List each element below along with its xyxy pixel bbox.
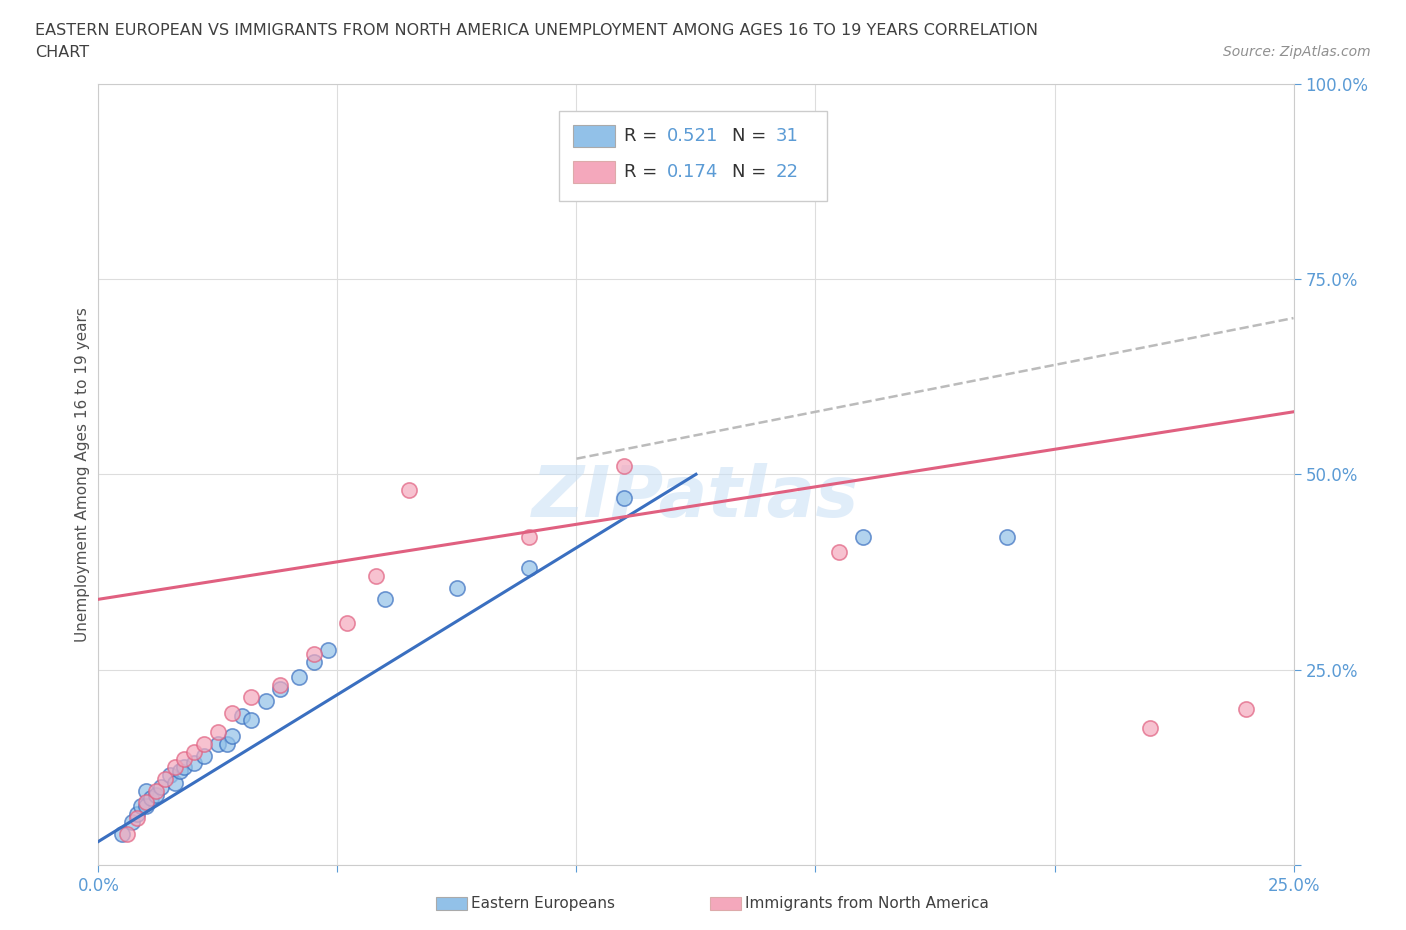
Text: Immigrants from North America: Immigrants from North America [745,896,988,910]
Point [145,787,167,802]
Point [374,591,396,606]
Point [111,826,134,841]
Y-axis label: Unemployment Among Ages 16 to 19 years: Unemployment Among Ages 16 to 19 years [75,307,90,642]
Text: ZIPatlas: ZIPatlas [533,463,859,532]
Point [852,529,875,544]
Point [125,811,148,826]
Point [139,791,162,806]
Point [316,643,339,658]
Point [995,529,1018,544]
Point [828,545,851,560]
Bar [558,111,827,201]
Point [269,682,291,697]
Point [221,728,243,743]
Point [364,568,387,583]
Point [231,709,253,724]
Point [121,815,143,830]
Bar [572,126,614,147]
Point [240,689,263,704]
Point [398,483,420,498]
Point [193,737,215,751]
Text: Source: ZipAtlas.com: Source: ZipAtlas.com [1223,45,1371,59]
Text: N =: N = [733,163,772,181]
Point [613,459,636,474]
Point [163,760,186,775]
Point [155,772,177,787]
Point [207,724,229,739]
Point [446,580,468,595]
Text: EASTERN EUROPEAN VS IMMIGRANTS FROM NORTH AMERICA UNEMPLOYMENT AMONG AGES 16 TO : EASTERN EUROPEAN VS IMMIGRANTS FROM NORT… [35,23,1038,38]
Point [613,490,636,505]
Text: R =: R = [624,163,664,181]
Point [149,779,172,794]
Point [1139,721,1161,736]
Text: CHART: CHART [35,45,89,60]
Point [159,767,181,782]
Point [302,646,325,661]
Point [183,744,205,759]
Point [173,760,195,775]
Point [131,799,153,814]
Point [135,783,157,798]
Point [193,748,215,763]
Point [163,776,186,790]
Point [145,783,167,798]
Point [207,737,229,751]
Point [169,764,191,778]
Text: N =: N = [733,127,772,145]
Point [135,795,157,810]
Point [288,670,311,684]
Point [173,752,195,767]
Point [517,529,540,544]
Point [125,806,148,821]
Point [254,694,277,709]
Text: 22: 22 [776,163,799,181]
Point [240,713,263,728]
Text: 31: 31 [776,127,799,145]
Point [183,756,205,771]
Point [336,616,359,631]
Text: 0.521: 0.521 [668,127,718,145]
Text: R =: R = [624,127,664,145]
Point [115,826,138,841]
Point [217,737,239,751]
Text: Eastern Europeans: Eastern Europeans [471,896,614,910]
Text: 0.174: 0.174 [668,163,718,181]
Bar [572,161,614,183]
Point [302,655,325,670]
Point [517,561,540,576]
Point [269,678,291,693]
Point [221,705,243,720]
Point [135,799,157,814]
Point [1234,701,1257,716]
